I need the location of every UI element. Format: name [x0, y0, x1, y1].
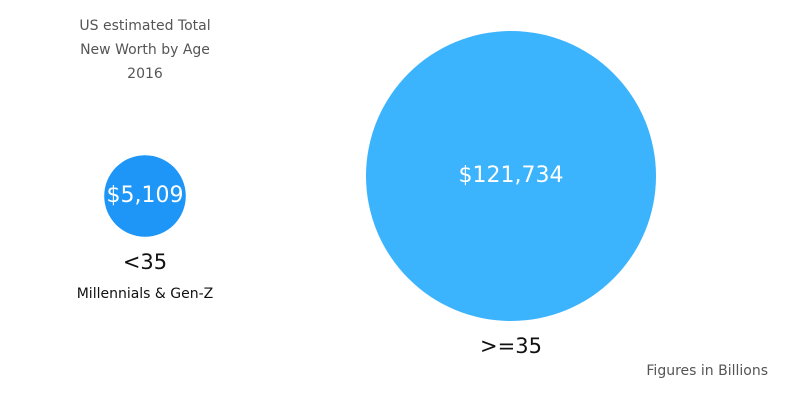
value-label: $5,109 [107, 183, 184, 208]
chart-subtitle: 2016 [127, 66, 163, 82]
category-label: <35 [123, 250, 167, 274]
footnote: Figures in Billions [646, 363, 768, 379]
category-label: >=35 [480, 334, 542, 358]
chart-title: US estimated Total New Worth by Age [79, 18, 211, 58]
bubble [104, 155, 186, 237]
category-note: Millennials & Gen-Z [77, 286, 214, 302]
value-label: $121,734 [459, 163, 564, 188]
bubble [366, 31, 656, 321]
